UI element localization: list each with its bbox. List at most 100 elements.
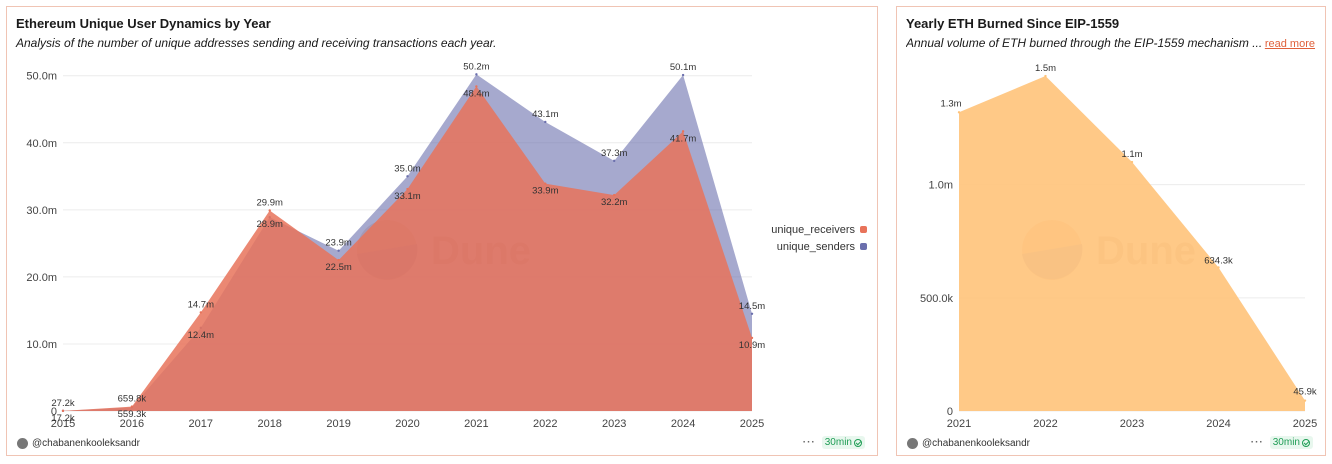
- data-point: [406, 187, 409, 191]
- x-tick-label: 2025: [1293, 418, 1317, 430]
- author-name: @chabanenkooleksandr: [32, 438, 141, 449]
- data-label: 14.7m: [188, 299, 214, 310]
- y-tick-label: 10.0m: [26, 339, 57, 351]
- data-point: [130, 405, 134, 408]
- y-tick-label: 20.0m: [26, 272, 57, 284]
- x-tick-label: 2020: [395, 418, 419, 430]
- chart-title: Yearly ETH Burned Since EIP-1559: [906, 16, 1120, 31]
- data-label: 33.9m: [532, 186, 558, 197]
- data-label: 41.7m: [670, 133, 696, 144]
- data-point: [681, 130, 685, 133]
- data-label: 1.1m: [1121, 149, 1142, 160]
- data-label: 32.2m: [601, 197, 627, 208]
- legend-item-receivers[interactable]: unique_receivers: [771, 221, 867, 238]
- data-point: [1044, 74, 1047, 78]
- data-label: 1.5m: [1035, 63, 1056, 74]
- x-tick-label: 2016: [120, 418, 144, 430]
- data-label: 29.9m: [256, 197, 282, 208]
- refresh-interval: 30min: [1272, 437, 1300, 448]
- legend-label-senders: unique_senders: [776, 240, 855, 253]
- data-label: 50.1m: [670, 62, 696, 73]
- more-options-icon[interactable]: ···: [802, 437, 816, 448]
- author-footer[interactable]: @chabanenkooleksandr: [17, 438, 140, 449]
- more-options-icon[interactable]: ···: [1250, 437, 1264, 448]
- data-point: [750, 336, 754, 340]
- x-tick-label: 2023: [1120, 418, 1144, 430]
- x-tick-label: 2021: [947, 418, 971, 430]
- data-label: 1.3m: [940, 98, 961, 109]
- data-label: 33.1m: [394, 191, 420, 202]
- x-tick-label: 2021: [464, 418, 488, 430]
- legend-label-receivers: unique_receivers: [771, 223, 855, 236]
- area-unique-receivers: [63, 86, 752, 411]
- check-circle-icon: [1302, 438, 1310, 447]
- data-point: [1217, 266, 1220, 269]
- y-tick-label: 40.0m: [26, 138, 57, 150]
- data-label: 12.4m: [188, 330, 214, 341]
- data-label: 37.3m: [601, 148, 627, 159]
- data-point: [750, 312, 754, 315]
- x-tick-label: 2024: [1206, 418, 1230, 430]
- data-label: 14.5m: [739, 301, 765, 312]
- author-name: @chabanenkooleksandr: [922, 438, 1031, 449]
- data-point: [544, 120, 547, 124]
- users-area-chart: 0 10.0m 20.0m 30.0m 40.0m 50.0m 2015 2016 2017 20…: [26, 61, 765, 430]
- burn-chart-panel: Yearly ETH Burned Since EIP-1559 Annual …: [896, 6, 1326, 456]
- x-tick-label: 2017: [189, 418, 213, 430]
- data-label: 28.9m: [256, 219, 282, 230]
- chart-subtitle: Annual volume of ETH burned through the …: [906, 36, 1263, 50]
- check-circle-icon: [854, 438, 862, 447]
- footer-actions: ··· 30min: [803, 436, 865, 449]
- data-point: [1130, 160, 1134, 164]
- y-tick-label: 1.0m: [929, 180, 953, 192]
- x-tick-label: 2025: [740, 418, 764, 430]
- x-tick-label: 2022: [1033, 418, 1057, 430]
- y-tick-label: 500.0k: [920, 293, 954, 305]
- footer-actions: ··· 30min: [1251, 436, 1313, 449]
- x-tick-label: 2019: [326, 418, 350, 430]
- chart-legend: unique_receivers unique_senders: [771, 221, 867, 255]
- data-point: [613, 159, 616, 163]
- y-tick-label: 50.0m: [26, 71, 57, 83]
- x-tick-label: 2018: [257, 418, 281, 430]
- legend-item-senders[interactable]: unique_senders: [771, 238, 867, 255]
- legend-swatch-receivers: [860, 226, 867, 233]
- data-point: [337, 258, 340, 262]
- data-point: [544, 182, 547, 185]
- data-point: [337, 249, 340, 252]
- data-point: [475, 85, 478, 88]
- author-footer[interactable]: @chabanenkooleksandr: [907, 438, 1030, 449]
- data-point: [199, 311, 202, 314]
- data-point: [957, 111, 961, 114]
- refresh-interval: 30min: [824, 437, 852, 448]
- data-label: 48.4m: [463, 88, 489, 99]
- data-label: 27.2k: [51, 398, 74, 409]
- area-eth-burned: [959, 76, 1305, 411]
- data-label: 10.9m: [739, 340, 765, 351]
- refresh-badge: 30min: [821, 436, 865, 449]
- data-point: [406, 175, 409, 178]
- data-label: 559.3k: [118, 409, 147, 420]
- data-label: 17.2k: [51, 413, 74, 424]
- avatar: [17, 438, 28, 449]
- data-label: 23.9m: [325, 238, 351, 249]
- chart-title: Ethereum Unique User Dynamics by Year: [16, 16, 271, 31]
- legend-swatch-senders: [860, 243, 867, 250]
- data-label: 50.2m: [463, 61, 489, 72]
- data-point: [475, 73, 478, 76]
- users-chart-panel: Ethereum Unique User Dynamics by Year An…: [6, 6, 878, 456]
- read-more-link[interactable]: read more: [1264, 38, 1315, 50]
- data-point: [61, 409, 65, 413]
- y-tick-label: 30.0m: [26, 205, 57, 217]
- x-tick-label: 2015: [51, 418, 75, 430]
- avatar: [907, 438, 918, 449]
- x-tick-label: 2022: [533, 418, 557, 430]
- y-tick-label: 0: [947, 406, 953, 418]
- refresh-badge: 30min: [1269, 436, 1313, 449]
- data-label: 22.5m: [325, 262, 351, 273]
- data-label: 45.9k: [1293, 387, 1316, 398]
- data-point: [268, 209, 271, 212]
- data-point: [681, 73, 685, 77]
- x-tick-label: 2024: [671, 418, 695, 430]
- x-tick-label: 2023: [602, 418, 626, 430]
